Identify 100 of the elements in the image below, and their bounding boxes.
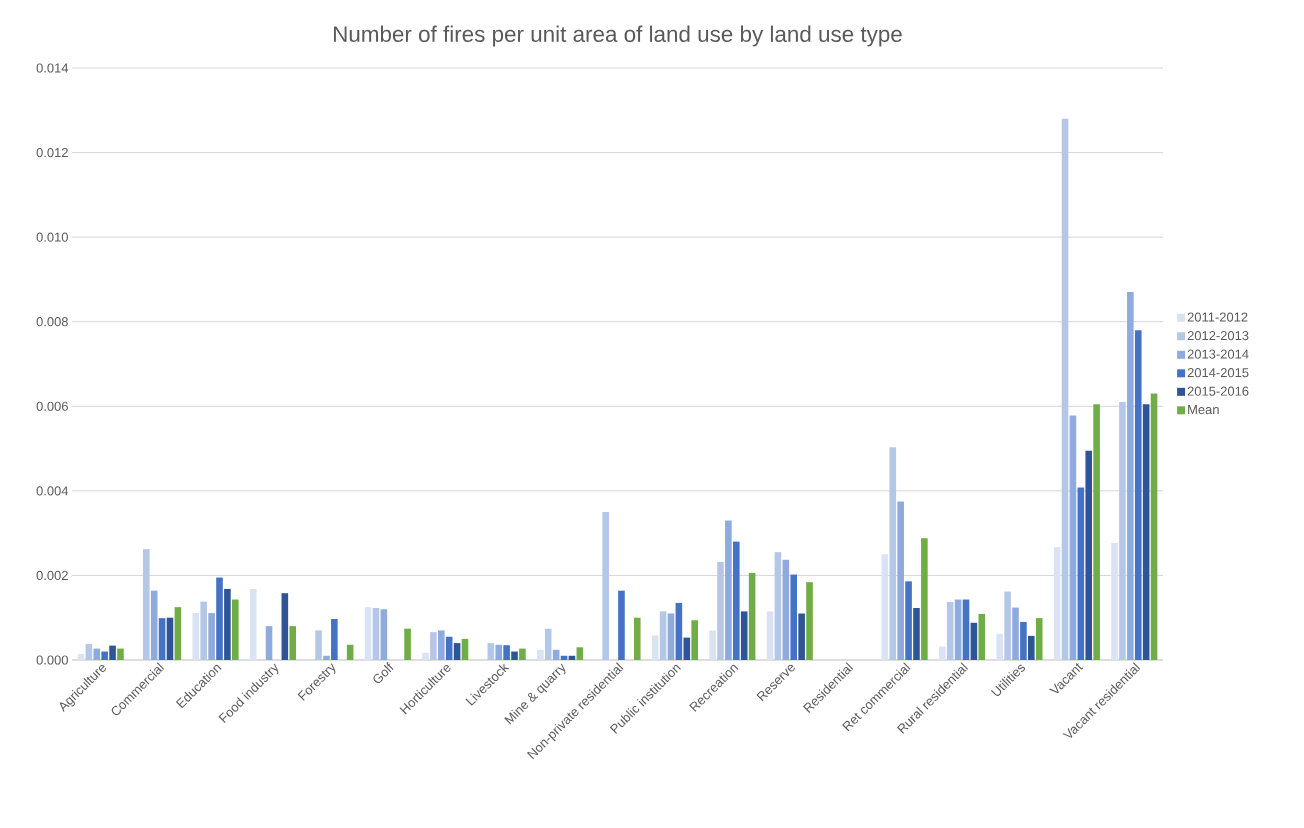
bar [1061,118,1069,660]
y-tick-label: 0.000 [36,655,68,665]
bar [208,613,215,660]
bar [552,649,560,660]
bar [1012,607,1019,660]
bar [1004,591,1011,660]
bar [1134,330,1142,660]
legend-label: 2013-2014 [1187,349,1249,359]
bar [1111,542,1118,660]
bar [790,574,798,660]
bar [453,643,461,660]
bar [77,654,85,660]
bar [633,617,641,660]
bar [404,628,411,660]
bar [970,622,978,660]
bar [315,630,322,660]
bar [281,593,289,660]
bar [150,590,158,660]
bar [740,611,748,660]
bar [748,572,756,660]
bar [806,582,813,660]
bar [921,538,928,660]
bar [487,643,495,660]
bar [216,577,223,660]
bar [224,588,231,660]
bar [618,590,625,660]
bar [675,602,683,660]
y-tick-label: 0.004 [36,486,69,496]
bar [495,644,503,660]
bar [881,554,889,660]
bar [1119,402,1126,660]
bar [200,601,208,660]
bar [576,647,584,660]
bar [445,636,453,660]
bar [85,643,93,660]
bar [946,602,954,660]
bar [437,630,445,660]
bar [766,611,774,660]
bar [380,609,388,660]
bar [659,611,667,660]
bar [117,648,124,660]
bar [461,638,469,660]
bar [166,617,174,660]
bar [1127,292,1134,660]
bar [101,651,108,660]
bar [938,646,946,660]
legend-label: 2011-2012 [1187,312,1248,322]
bar [364,607,372,660]
bar [1053,547,1061,660]
bar [142,549,150,660]
bar [733,541,740,660]
bar [889,447,897,660]
bar [331,618,338,660]
chart-title: Number of fires per unit area of land use by land use type [334,25,902,47]
y-tick-label: 0.014 [36,63,69,73]
y-tick-label: 0.002 [36,570,68,581]
bar [782,559,790,660]
bar [717,561,724,660]
bar [174,607,182,660]
bar [511,651,518,660]
bar [430,632,437,660]
x-tick-label: Golf [373,661,394,684]
y-tick-label: 0.008 [36,317,68,327]
legend-label: 2012-2013 [1187,331,1249,341]
y-tick-label: 0.012 [36,147,68,158]
bar [289,626,297,660]
bar [1150,393,1158,660]
bar [519,648,526,660]
bar [978,613,986,660]
bar [158,618,166,660]
bar [651,635,659,660]
bar [323,655,330,660]
bar [232,599,239,660]
bar [774,552,782,660]
bar [1085,450,1093,660]
bar [1035,618,1043,660]
bar [1020,621,1027,660]
bar [709,630,716,660]
bar [249,588,257,660]
bar [683,637,691,660]
bar [962,599,970,660]
bar [265,626,273,660]
y-tick-label: 0.010 [36,232,68,242]
bar [1142,404,1150,660]
bar [954,599,962,660]
bar [544,628,552,660]
bar [422,652,429,660]
bar [667,613,675,660]
bar [691,620,698,660]
bar [1077,487,1085,660]
bar [602,511,609,660]
legend-label: Mean [1188,405,1219,415]
bar [372,607,380,660]
bar [1069,415,1077,660]
legend-label: 2015-2016 [1187,386,1249,396]
bar [503,645,510,660]
legend-label: 2014-2015 [1187,368,1249,378]
bar [725,520,732,660]
bar [93,648,101,660]
bar [913,607,920,660]
